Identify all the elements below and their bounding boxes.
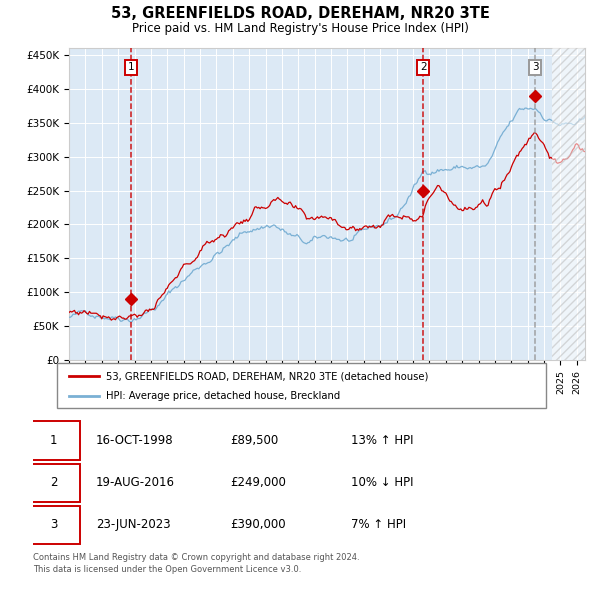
Text: 1: 1 (128, 63, 134, 73)
Text: 53, GREENFIELDS ROAD, DEREHAM, NR20 3TE: 53, GREENFIELDS ROAD, DEREHAM, NR20 3TE (110, 6, 490, 21)
Text: 23-JUN-2023: 23-JUN-2023 (96, 518, 171, 531)
Text: 16-OCT-1998: 16-OCT-1998 (96, 434, 174, 447)
Text: Contains HM Land Registry data © Crown copyright and database right 2024.
This d: Contains HM Land Registry data © Crown c… (33, 553, 359, 574)
Text: 2: 2 (420, 63, 427, 73)
Text: £390,000: £390,000 (230, 518, 286, 531)
Text: 53, GREENFIELDS ROAD, DEREHAM, NR20 3TE (detached house): 53, GREENFIELDS ROAD, DEREHAM, NR20 3TE … (106, 371, 428, 381)
Text: 2: 2 (50, 476, 58, 489)
Text: Price paid vs. HM Land Registry's House Price Index (HPI): Price paid vs. HM Land Registry's House … (131, 22, 469, 35)
Text: 3: 3 (50, 518, 57, 531)
Text: £89,500: £89,500 (230, 434, 279, 447)
Text: 7% ↑ HPI: 7% ↑ HPI (352, 518, 407, 531)
Text: 3: 3 (532, 63, 539, 73)
FancyBboxPatch shape (28, 464, 80, 502)
Text: £249,000: £249,000 (230, 476, 287, 489)
Text: 1: 1 (50, 434, 58, 447)
Text: 10% ↓ HPI: 10% ↓ HPI (352, 476, 414, 489)
Text: HPI: Average price, detached house, Breckland: HPI: Average price, detached house, Brec… (106, 392, 340, 401)
Text: 19-AUG-2016: 19-AUG-2016 (96, 476, 175, 489)
FancyBboxPatch shape (28, 421, 80, 460)
Bar (552, 48, 587, 360)
Text: 13% ↑ HPI: 13% ↑ HPI (352, 434, 414, 447)
FancyBboxPatch shape (57, 363, 546, 408)
FancyBboxPatch shape (28, 506, 80, 544)
